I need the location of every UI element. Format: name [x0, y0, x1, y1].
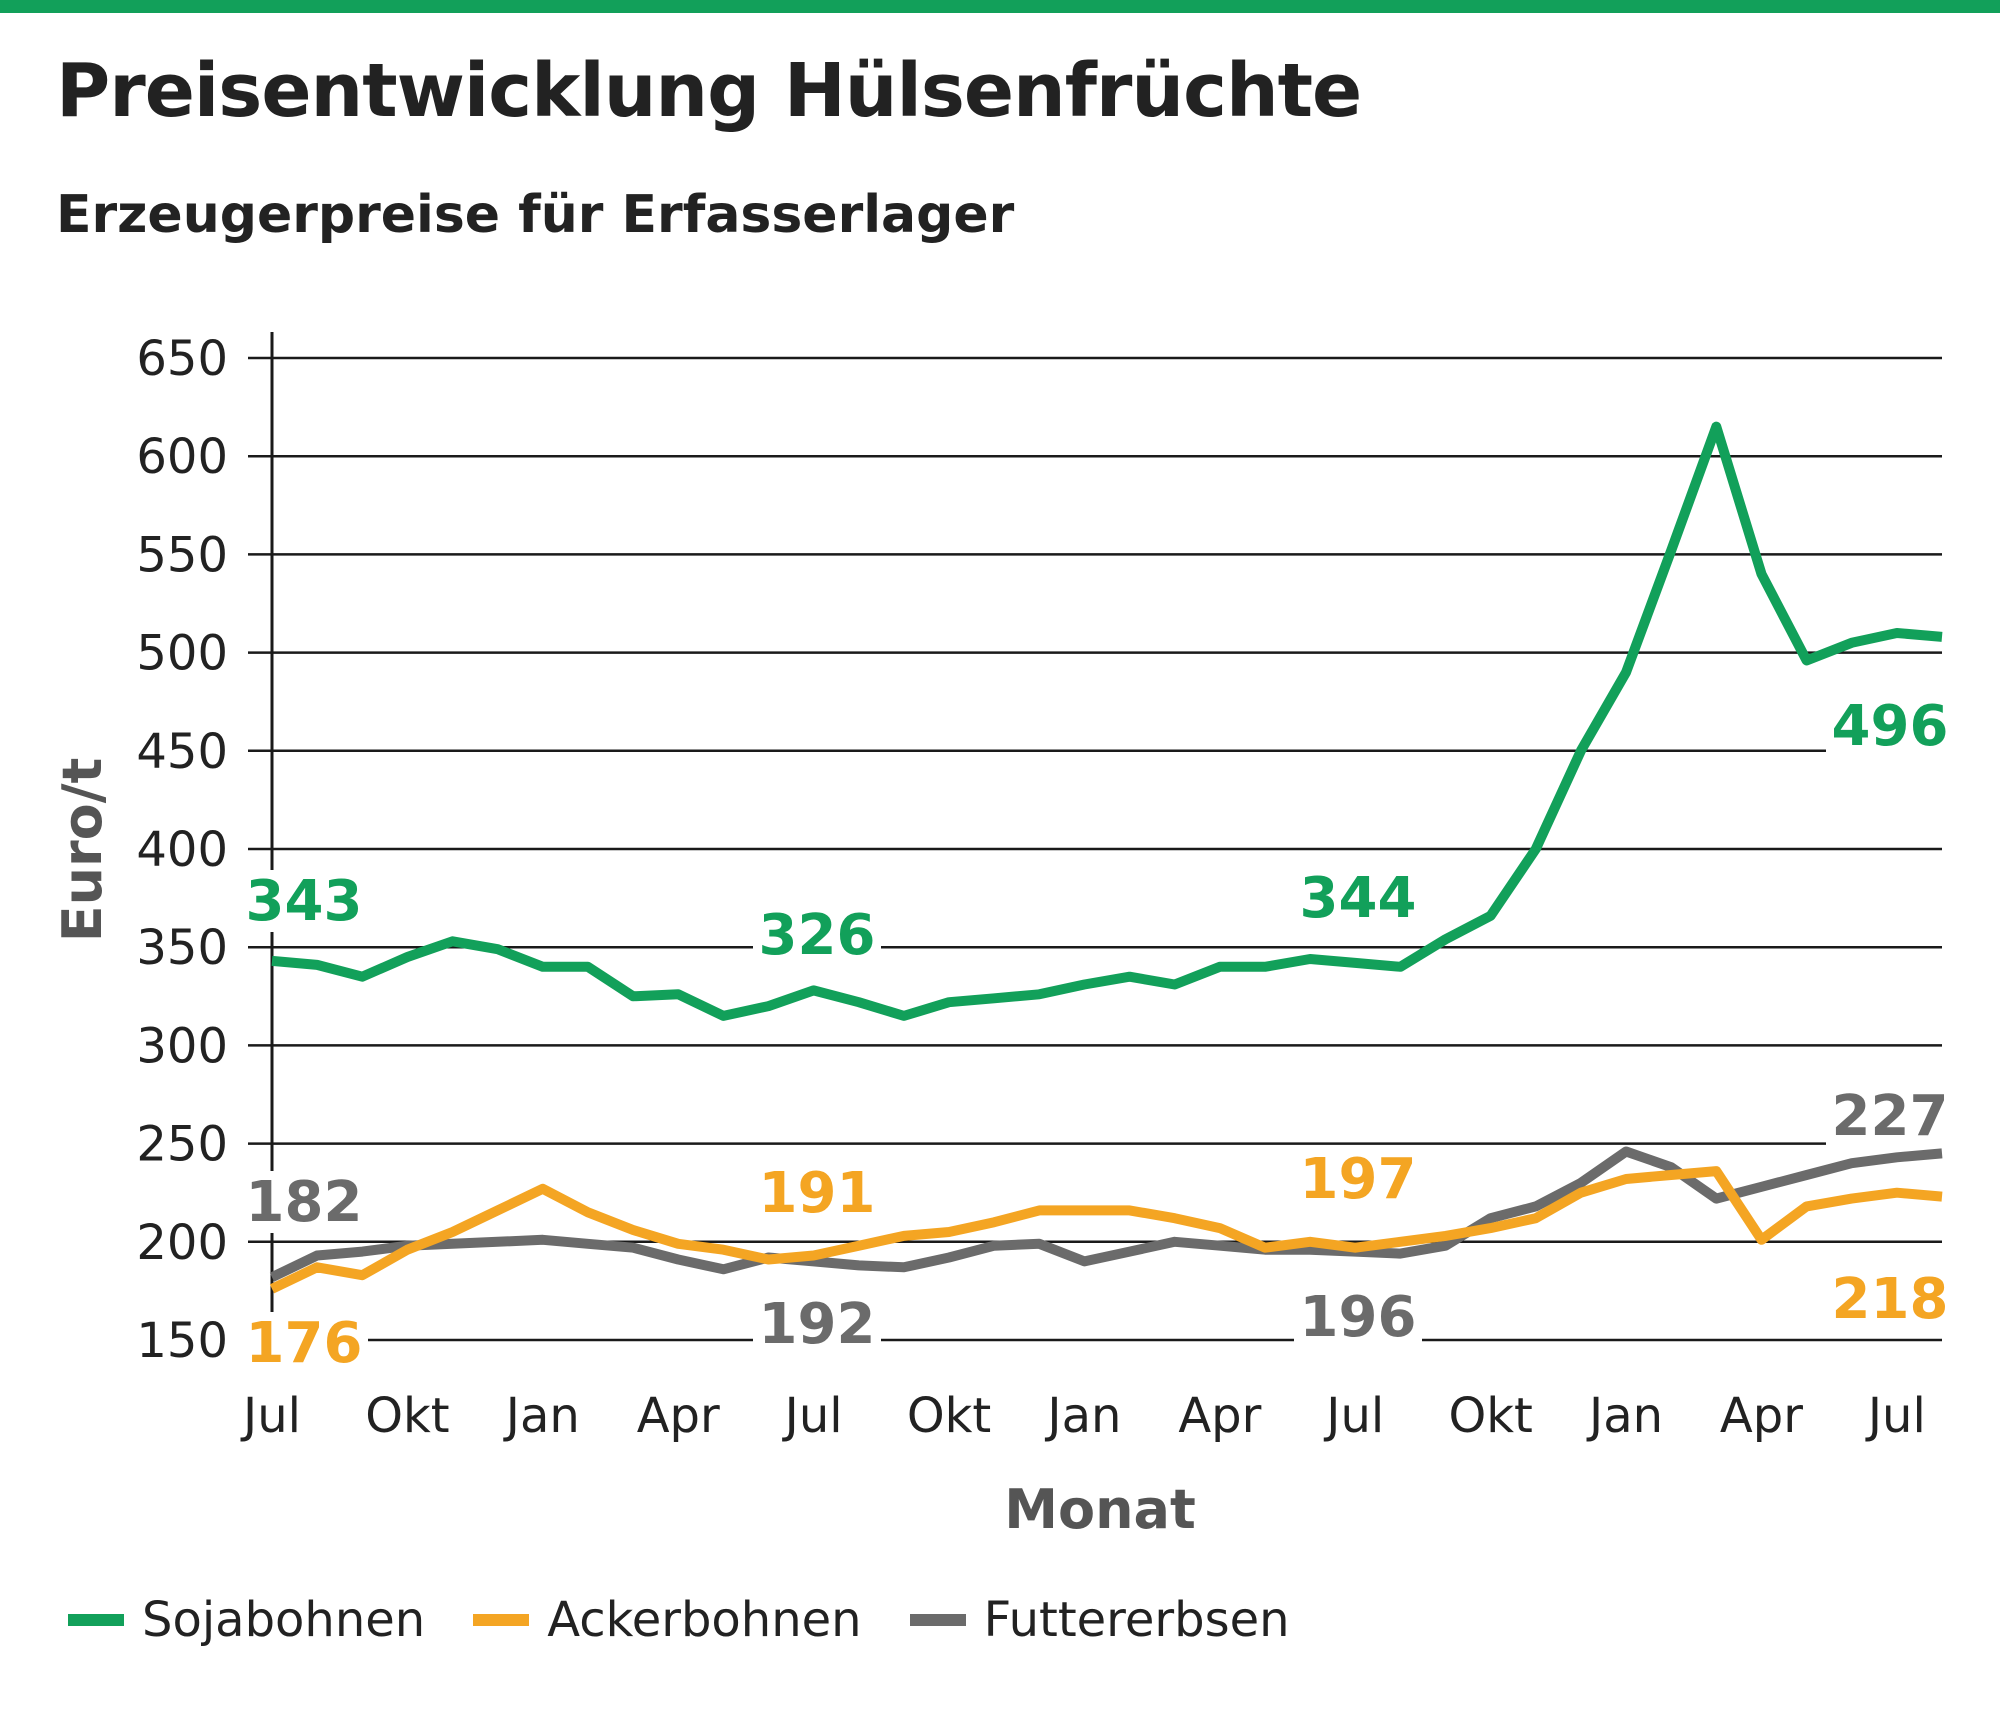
y-tick-label: 250: [136, 1117, 228, 1173]
x-tick-label: Jan: [1044, 1388, 1121, 1444]
x-tick-label: Jul: [1865, 1388, 1926, 1444]
series-line-futtererbsen: [269, 1146, 1943, 1282]
legend-item-futtererbsen: Futtererbsen: [909, 1592, 1290, 1648]
y-tick-label: 200: [136, 1215, 228, 1271]
y-tick-label: 450: [136, 724, 228, 780]
legend-label: Sojabohnen: [142, 1592, 426, 1648]
x-tick-label: Jan: [1586, 1388, 1663, 1444]
series-line-sojabohnen: [271, 421, 1943, 1021]
x-tick-label: Okt: [1448, 1388, 1532, 1444]
data-label-bg: [1826, 695, 1954, 757]
top-accent-bar: [0, 0, 2000, 13]
data-label-bg: [1294, 1286, 1422, 1348]
x-tick-label: Okt: [365, 1388, 449, 1444]
legend-item-ackerbohnen: Ackerbohnen: [473, 1592, 862, 1648]
y-tick-label: 150: [136, 1313, 228, 1369]
data-label-bg: [240, 1312, 368, 1374]
data-label-bg: [753, 1162, 881, 1224]
data-label: 191: [759, 1161, 876, 1226]
x-axis-title: Monat: [1004, 1478, 1196, 1541]
data-label: 218: [1832, 1267, 1949, 1332]
x-tick-label: Jul: [782, 1388, 843, 1444]
data-labels: 343 326 344 496 176 191 197 218 182 192 196 227: [240, 694, 1954, 1376]
x-tick-label: Jul: [1323, 1388, 1384, 1444]
data-label-bg: [753, 904, 881, 966]
y-tick-label: 650: [136, 331, 228, 387]
x-tick-label: Apr: [1720, 1388, 1803, 1444]
legend-item-sojabohnen: Sojabohnen: [68, 1592, 425, 1648]
y-tick-label: 300: [136, 1018, 228, 1074]
chart-title: Preisentwicklung Hülsenfrüchte: [56, 48, 1362, 134]
x-tick-labels: Jul Okt Jan Apr Jul Okt Jan Apr Jul Okt Jan Apr Jul: [240, 1388, 1926, 1444]
legend-label: Futtererbsen: [983, 1592, 1290, 1648]
data-label: 196: [1300, 1285, 1417, 1350]
data-label: 182: [246, 1170, 363, 1235]
data-label: 326: [759, 903, 876, 968]
series-line-ackerbohnen: [269, 1166, 1943, 1294]
data-label: 496: [1832, 694, 1949, 759]
y-tick-label: 600: [136, 429, 228, 485]
data-label-bg: [240, 1171, 368, 1233]
x-tick-label: Apr: [637, 1388, 720, 1444]
y-axis-title: Euro/t: [51, 758, 114, 943]
x-tick-label: Okt: [907, 1388, 991, 1444]
series-lines: [269, 421, 1943, 1294]
data-label: 176: [246, 1311, 363, 1376]
data-label: 343: [246, 869, 363, 934]
legend-swatch-sojabohnen: [68, 1614, 124, 1626]
data-label: 197: [1300, 1147, 1417, 1212]
y-tick-labels: 650 600 550 500 450 400 350 300 250 200 150: [136, 331, 228, 1369]
x-tick-label: Jul: [240, 1388, 301, 1444]
legend-label: Ackerbohnen: [547, 1592, 862, 1648]
data-label-bg: [1826, 1085, 1954, 1147]
chart-subtitle: Erzeugerpreise für Erfasserlager: [56, 185, 1015, 245]
data-label-bg: [1826, 1268, 1954, 1330]
legend-swatch-ackerbohnen: [473, 1614, 530, 1626]
data-label-bg: [1294, 867, 1422, 929]
data-label: 192: [759, 1292, 876, 1357]
y-tick-label: 500: [136, 626, 228, 682]
y-tick-label: 400: [136, 822, 228, 878]
legend-swatch-futtererbsen: [909, 1614, 966, 1626]
data-label-bg: [1294, 1148, 1422, 1210]
data-label-bg: [240, 870, 368, 932]
legend: Sojabohnen Ackerbohnen Futtererbsen: [68, 1590, 1338, 1650]
y-tick-label: 550: [136, 527, 228, 583]
data-label: 344: [1300, 866, 1417, 931]
data-label: 227: [1832, 1084, 1949, 1149]
x-tick-label: Apr: [1178, 1388, 1261, 1444]
x-tick-label: Jan: [503, 1388, 580, 1444]
data-label-bg: [753, 1293, 881, 1355]
grid-lines: [248, 356, 1942, 1342]
y-tick-label: 350: [136, 920, 228, 976]
